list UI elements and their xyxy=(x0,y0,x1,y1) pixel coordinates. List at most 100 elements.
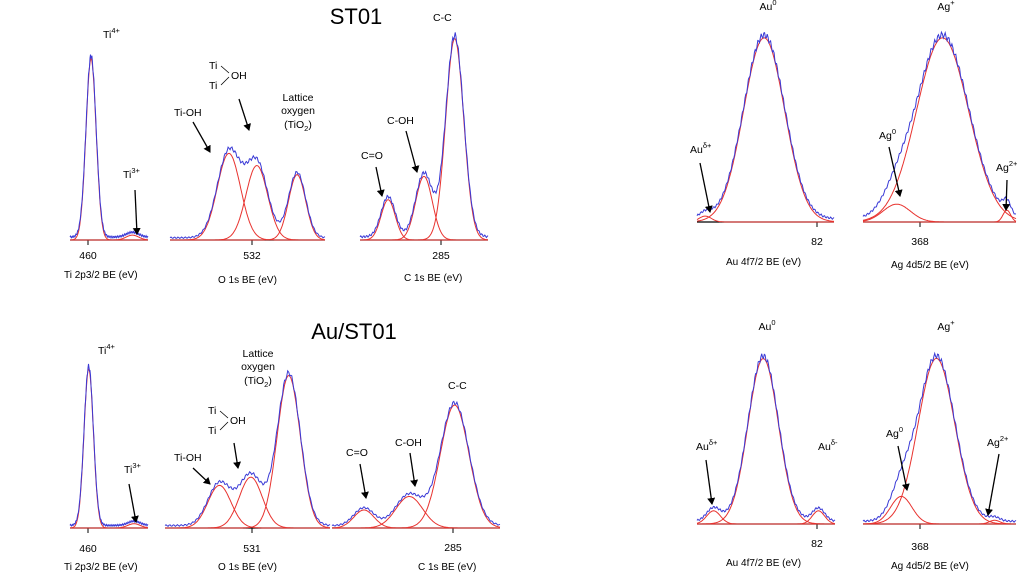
x-axis-label: O 1s BE (eV) xyxy=(218,275,277,286)
fit-component-Ag2+ xyxy=(863,209,1017,223)
ti2oh-label: Ti Ti OH xyxy=(208,405,246,437)
label-au-delta-plus-2: Auδ+ xyxy=(696,438,718,453)
title-au-st01: Au/ST01 xyxy=(311,319,397,344)
svg-text:OH: OH xyxy=(230,415,246,427)
label-ti3plus: Ti3+ xyxy=(123,166,141,181)
label-ag-plus-2: Ag+ xyxy=(937,318,955,333)
annotation-arrow xyxy=(192,467,211,485)
x-axis-label: Ag 4d5/2 BE (eV) xyxy=(891,561,969,572)
panel-st01-ti: 460 Ti 2p3/2 BE (eV) xyxy=(64,54,149,281)
label-ag2plus: Ag2+ xyxy=(996,159,1018,174)
fit-component-Lattice oxygen (TiO2) xyxy=(170,174,326,241)
fit-component-Ti2OH xyxy=(165,476,330,529)
label-c-oh-2: C-OH xyxy=(395,437,422,449)
fit-component-Auδ+ xyxy=(696,215,834,223)
label-ag0-2: Ag0 xyxy=(886,425,903,440)
svg-text:OH: OH xyxy=(231,70,247,82)
envelope-curve xyxy=(862,351,1017,523)
x-axis-label: Ti 2p3/2 BE (eV) xyxy=(64,562,138,573)
envelope-curve xyxy=(169,146,326,240)
annotation-arrow xyxy=(705,459,716,505)
panel-st01-o: 532 O 1s BE (eV) xyxy=(169,146,326,286)
fit-component-Auδ- xyxy=(697,510,836,525)
fit-component-Au0 xyxy=(697,358,835,525)
label-ti4plus: Ti4+ xyxy=(103,26,121,41)
label-ag-plus: Ag+ xyxy=(937,0,955,13)
x-axis-label: C 1s BE (eV) xyxy=(418,562,476,573)
label-c-c-2: C-C xyxy=(448,380,467,392)
annotation-arrow xyxy=(375,166,385,197)
x-axis-label: Au 4f7/2 BE (eV) xyxy=(726,558,801,569)
annotation-arrow xyxy=(405,130,420,173)
svg-text:oxygen: oxygen xyxy=(281,105,315,117)
label-au0: Au0 xyxy=(759,0,776,13)
fit-component-C-OH xyxy=(332,496,500,529)
envelope-curve xyxy=(696,32,835,220)
tick-label: 460 xyxy=(79,250,97,262)
envelope-curve xyxy=(69,363,149,528)
label-c-c: C-C xyxy=(433,12,452,24)
annotation-arrow xyxy=(132,189,141,235)
fit-component-Ti2OH xyxy=(170,165,325,241)
tick-label: 368 xyxy=(911,236,929,248)
annotation-arrow xyxy=(359,463,369,499)
envelope-curve xyxy=(359,32,489,239)
annotation-arrow xyxy=(192,121,211,153)
label-ag0: Ag0 xyxy=(879,127,896,142)
annotation-arrow xyxy=(985,453,1000,516)
ti2oh-label: Ti Ti OH xyxy=(209,60,247,92)
label-c-o: C=O xyxy=(361,150,383,162)
label-au-delta-minus: Auδ- xyxy=(818,438,838,453)
envelope-curve xyxy=(331,400,501,527)
panel-auag2-au: 82 Au 4f7/2 BE (eV) xyxy=(696,353,836,569)
panel-auag1-ag: 368 Ag 4d5/2 BE (eV) xyxy=(862,30,1017,271)
tick-label: 368 xyxy=(911,541,929,553)
x-axis-label: O 1s BE (eV) xyxy=(218,562,277,573)
svg-text:oxygen: oxygen xyxy=(241,361,275,373)
tick-label: 285 xyxy=(444,542,462,554)
x-axis-label: Ti 2p3/2 BE (eV) xyxy=(64,270,138,281)
label-au-delta-plus: Auδ+ xyxy=(690,141,712,156)
fit-component-Ag2+ xyxy=(863,519,1016,525)
fit-component-Ti-OH xyxy=(170,152,325,241)
svg-text:Ti: Ti xyxy=(209,80,217,92)
panel-auts-c: 285 C 1s BE (eV) xyxy=(331,400,501,573)
annotation-arrow xyxy=(897,445,910,491)
annotation-arrow xyxy=(238,98,251,131)
label-ti-oh: Ti-OH xyxy=(174,107,202,119)
x-axis-label: C 1s BE (eV) xyxy=(404,273,462,284)
svg-text:Lattice: Lattice xyxy=(243,348,274,360)
panel-auag1-au: 82 Au 4f7/2 BE (eV) xyxy=(696,32,835,268)
x-axis-label: Au 4f7/2 BE (eV) xyxy=(726,257,801,268)
fit-component-Ti4+ xyxy=(70,368,148,529)
label-au0-2: Au0 xyxy=(758,318,775,333)
tick-label: 82 xyxy=(811,236,823,248)
panel-auts-o: 531 O 1s BE (eV) xyxy=(164,369,331,573)
annotation-arrow xyxy=(699,162,713,213)
tick-label: 285 xyxy=(432,250,450,262)
envelope-curve xyxy=(164,369,331,527)
annotation-arrow xyxy=(888,146,903,197)
panel-st01-c: 285 C 1s BE (eV) xyxy=(359,32,489,284)
svg-text:Ti: Ti xyxy=(208,425,216,437)
label-ti3plus-2: Ti3+ xyxy=(124,461,142,476)
label-c-o-2: C=O xyxy=(346,447,368,459)
panel-auag2-ag: 368 Ag 4d5/2 BE (eV) xyxy=(862,351,1017,572)
svg-text:(TiO2): (TiO2) xyxy=(284,119,312,133)
annotation-arrow xyxy=(233,442,242,469)
title-st01: ST01 xyxy=(330,4,383,29)
fit-component-Au0 xyxy=(696,37,835,222)
fit-component-C=O xyxy=(360,199,488,241)
tick-label: 82 xyxy=(811,538,823,550)
x-axis-label: Ag 4d5/2 BE (eV) xyxy=(891,260,969,271)
annotation-arrow xyxy=(1002,179,1011,211)
label-c-oh: C-OH xyxy=(387,115,414,127)
fit-component-C-C xyxy=(332,404,501,529)
envelope-curve xyxy=(862,30,1017,217)
fit-component-Ti3+ xyxy=(70,234,149,241)
fit-component-Ag0 xyxy=(862,203,1016,223)
tick-label: 460 xyxy=(79,543,97,555)
